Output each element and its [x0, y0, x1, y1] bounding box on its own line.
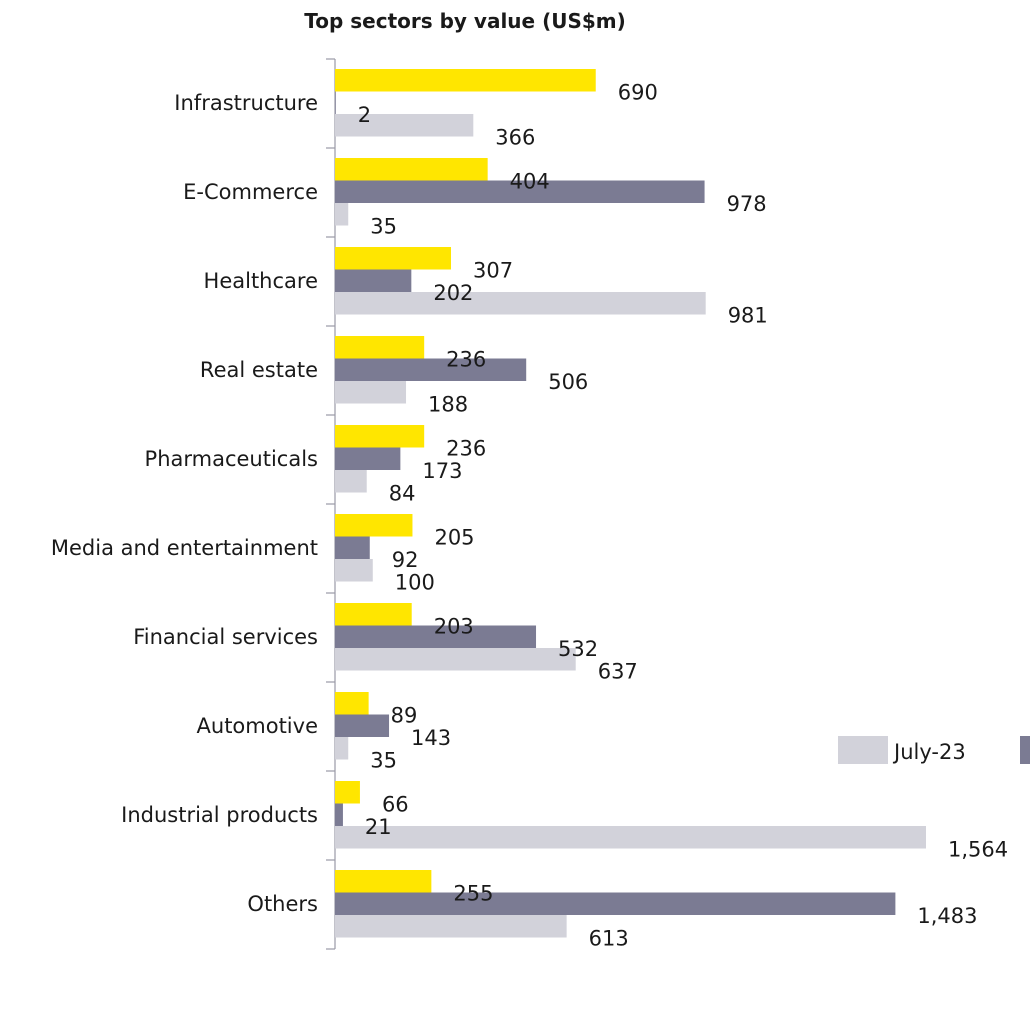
bar-others-series-3	[335, 915, 567, 938]
bar-automotive-series-3	[335, 737, 349, 760]
data-label-real-estate-series-1: 236	[446, 347, 486, 371]
data-label-pharmaceuticals-series-3: 84	[389, 481, 416, 505]
data-label-automotive-series-1: 89	[391, 703, 418, 727]
data-label-media-and-entertainment-series-1: 205	[434, 525, 474, 549]
data-label-e-commerce-series-2: 978	[727, 192, 767, 216]
data-label-others-series-1: 255	[453, 881, 493, 905]
category-label-automotive: Automotive	[197, 714, 318, 738]
bar-financial-services-series-2	[335, 625, 537, 648]
bars	[335, 69, 926, 938]
data-label-financial-services-series-2: 532	[558, 637, 598, 661]
bar-real-estate-series-1	[335, 336, 425, 359]
category-label-infrastructure: Infrastructure	[174, 91, 318, 115]
data-label-e-commerce-series-3: 35	[370, 214, 397, 238]
data-label-healthcare-series-3: 981	[728, 303, 768, 327]
data-label-media-and-entertainment-series-3: 100	[395, 570, 435, 594]
bar-healthcare-series-1	[335, 247, 452, 270]
data-label-healthcare-series-2: 202	[433, 281, 473, 305]
bar-e-commerce-series-2	[335, 180, 705, 203]
data-label-financial-services-series-3: 637	[598, 659, 638, 683]
bar-media-and-entertainment-series-3	[335, 559, 373, 582]
data-label-pharmaceuticals-series-1: 236	[446, 436, 486, 460]
bar-pharmaceuticals-series-2	[335, 447, 401, 470]
data-label-infrastructure-series-2: 2	[358, 103, 371, 127]
data-label-industrial-products-series-1: 66	[382, 792, 409, 816]
bar-infrastructure-series-2	[335, 91, 336, 114]
y-axis	[326, 58, 336, 950]
bar-infrastructure-series-1	[335, 69, 596, 92]
category-label-financial-services: Financial services	[133, 625, 318, 649]
legend: July-23	[838, 736, 1030, 764]
data-label-financial-services-series-1: 203	[434, 614, 474, 638]
category-label-industrial-products: Industrial products	[121, 803, 318, 827]
data-label-e-commerce-series-1: 404	[510, 169, 550, 193]
data-label-automotive-series-2: 143	[411, 726, 451, 750]
data-label-real-estate-series-2: 506	[548, 370, 588, 394]
bar-financial-services-series-3	[335, 648, 576, 671]
data-label-media-and-entertainment-series-2: 92	[392, 548, 419, 572]
bar-pharmaceuticals-series-3	[335, 470, 367, 493]
bar-automotive-series-2	[335, 714, 390, 737]
data-label-infrastructure-series-3: 366	[495, 125, 535, 149]
data-label-others-series-2: 1,483	[917, 904, 977, 928]
bar-healthcare-series-2	[335, 269, 412, 292]
bar-industrial-products-series-3	[335, 826, 926, 849]
bar-media-and-entertainment-series-1	[335, 514, 413, 537]
data-label-healthcare-series-1: 307	[473, 258, 513, 282]
bar-others-series-2	[335, 892, 896, 915]
category-label-e-commerce: E-Commerce	[183, 180, 318, 204]
data-label-others-series-3: 613	[589, 926, 629, 950]
data-label-pharmaceuticals-series-2: 173	[422, 459, 462, 483]
chart-title: Top sectors by value (US$m)	[304, 9, 626, 33]
bar-e-commerce-series-1	[335, 158, 488, 181]
category-label-media-and-entertainment: Media and entertainment	[51, 536, 318, 560]
legend-swatch-series-2	[1020, 736, 1030, 764]
data-labels: 6902366404978353072029812365061882361738…	[358, 80, 1008, 950]
legend-swatch-july-23	[838, 736, 888, 764]
bar-real-estate-series-3	[335, 381, 407, 404]
category-labels: Infrastructure E-Commerce Healthcare Real e…	[51, 91, 318, 916]
data-label-automotive-series-3: 35	[370, 748, 397, 772]
bar-industrial-products-series-2	[335, 803, 343, 826]
bar-financial-services-series-1	[335, 603, 412, 626]
bar-real-estate-series-2	[335, 358, 527, 381]
bar-infrastructure-series-3	[335, 114, 474, 137]
bar-automotive-series-1	[335, 692, 369, 715]
category-label-real-estate: Real estate	[200, 358, 318, 382]
bar-pharmaceuticals-series-1	[335, 425, 425, 448]
data-label-infrastructure-series-1: 690	[618, 80, 658, 104]
bar-media-and-entertainment-series-2	[335, 536, 370, 559]
category-label-others: Others	[247, 892, 318, 916]
category-label-healthcare: Healthcare	[204, 269, 318, 293]
bar-e-commerce-series-3	[335, 203, 349, 226]
bar-healthcare-series-3	[335, 292, 706, 315]
bar-others-series-1	[335, 870, 432, 893]
data-label-industrial-products-series-3: 1,564	[948, 837, 1008, 861]
bar-industrial-products-series-1	[335, 781, 360, 804]
legend-label-july-23: July-23	[892, 740, 966, 764]
category-label-pharmaceuticals: Pharmaceuticals	[145, 447, 318, 471]
data-label-industrial-products-series-2: 21	[365, 815, 392, 839]
data-label-real-estate-series-3: 188	[428, 392, 468, 416]
